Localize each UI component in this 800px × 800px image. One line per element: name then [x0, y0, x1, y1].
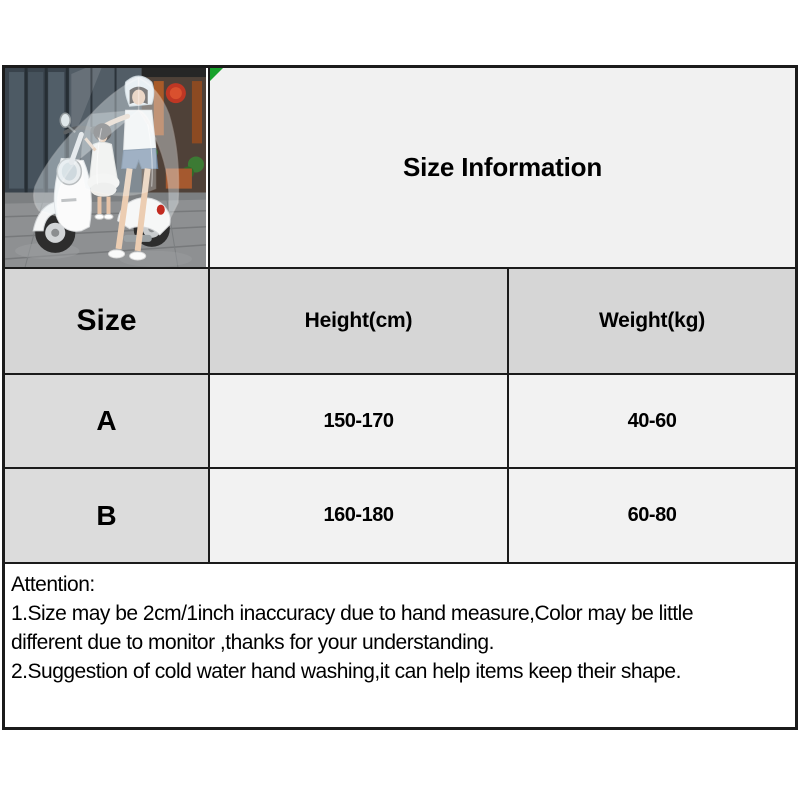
weight-column-label: Weight(kg)	[598, 309, 706, 332]
table-row-size-b: B 160-180 60-80	[5, 467, 795, 562]
product-photo	[5, 68, 208, 267]
size-a-height-value: 150-170	[208, 375, 507, 467]
size-chart-sheet: Size Information Size Height(cm) Weight(…	[2, 65, 798, 730]
attention-notes: Attention: 1.Size may be 2cm/1inch inacc…	[5, 562, 795, 727]
column-header-size: Size	[5, 269, 208, 373]
attention-note-line-1: 1.Size may be 2cm/1inch inaccuracy due t…	[11, 602, 694, 625]
attention-note-line-3: 2.Suggestion of cold water hand washing,…	[11, 660, 681, 683]
size-a-weight-value: 40-60	[507, 375, 795, 467]
size-b-weight-value: 60-80	[507, 469, 795, 562]
scooter-photo-illustration	[5, 68, 206, 267]
green-corner-marker-icon	[210, 68, 223, 81]
attention-note-line-2: different due to monitor ,thanks for you…	[11, 631, 494, 654]
table-header-row: Size Height(cm) Weight(kg)	[5, 267, 795, 373]
page-title: Size Information	[402, 152, 603, 182]
column-header-height: Height(cm)	[208, 269, 507, 373]
size-b-label: B	[5, 469, 208, 562]
size-a-label: A	[5, 375, 208, 467]
top-row: Size Information	[5, 68, 795, 267]
size-column-label: Size	[76, 304, 137, 337]
column-header-weight: Weight(kg)	[507, 269, 795, 373]
height-column-label: Height(cm)	[304, 309, 413, 332]
size-b-height-value: 160-180	[208, 469, 507, 562]
table-row-size-a: A 150-170 40-60	[5, 373, 795, 467]
size-information-header-cell: Size Information	[208, 68, 795, 267]
attention-heading: Attention:	[11, 573, 95, 596]
